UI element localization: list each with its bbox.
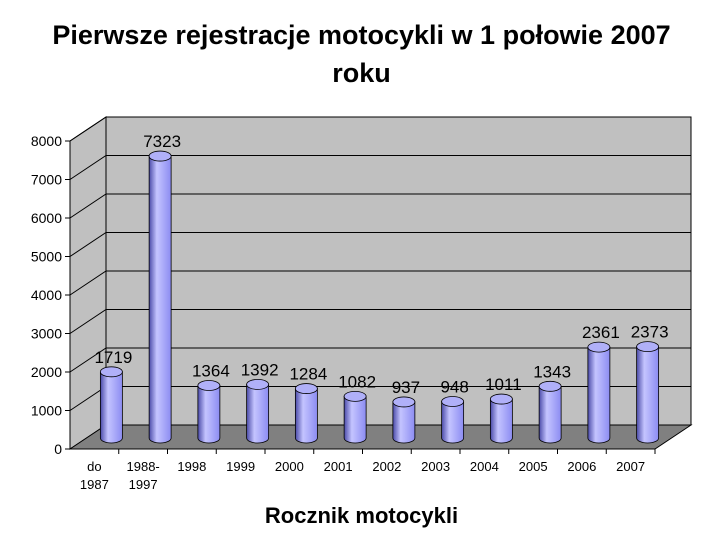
gridline [69,270,691,296]
data-label: 7323 [143,132,181,151]
bar-body [99,371,123,444]
bar-body [587,346,611,444]
bar-top [489,393,513,405]
x-tick-label: 2004 [470,459,499,474]
y-tick-label: 5000 [31,249,62,265]
bar-top [587,341,611,353]
bar-body [246,384,270,444]
y-tick-label: 8000 [31,133,62,149]
data-label: 2361 [582,323,620,342]
x-tick-label: 2002 [372,459,401,474]
chart-title-line-1: Pierwsze rejestracje motocykli w 1 połow… [52,20,671,50]
data-label: 1082 [338,372,376,391]
bar-top [636,341,660,353]
bar [538,380,562,444]
chart-title-line-2: roku [332,58,391,88]
bar-body [441,401,465,444]
data-label: 1284 [289,365,327,384]
data-label: 1719 [94,348,132,367]
bar-top [343,390,367,402]
data-label: 937 [392,378,420,397]
bar-body [636,346,660,444]
y-tick-label: 2000 [31,364,62,380]
bar [99,366,123,444]
x-tick-label: 2001 [324,459,353,474]
bar [587,341,611,444]
x-tick-label: do [87,459,101,474]
y-tick-label: 0 [54,441,62,457]
y-tick-label: 3000 [31,326,62,342]
data-label: 1343 [533,362,571,381]
data-label: 2373 [631,323,669,342]
bar-top [441,396,465,407]
bar-top [246,379,270,390]
bar [441,396,465,444]
bar [246,379,270,444]
gridline [69,347,691,373]
y-tick-label: 4000 [31,287,62,303]
x-tick-label: 2007 [616,459,645,474]
bar-top [197,380,221,391]
y-tick-label: 7000 [31,172,62,188]
bar-top [538,380,562,392]
x-tick-label: 2000 [275,459,304,474]
data-label: 1392 [241,360,279,379]
gridline [69,193,691,219]
bar-body [343,395,367,444]
y-tick-label: 1000 [31,403,62,419]
bar [636,341,660,444]
bar [294,383,318,444]
data-label: 948 [440,378,468,397]
x-axis-label: Rocznik motocykli [264,503,459,528]
bar [392,396,416,444]
x-tick-label: 2005 [519,459,548,474]
bar [489,393,513,444]
bar-body [197,385,221,444]
gridline [69,155,691,180]
gridline [69,232,691,257]
bar [343,390,367,444]
bar [148,150,172,444]
x-tick-label: 2003 [421,459,450,474]
bar-body [489,398,513,444]
gridline [69,309,691,334]
bar [197,380,221,444]
x-tick-label: 1997 [129,477,158,492]
data-label: 1011 [485,375,522,394]
bar-body [538,385,562,444]
y-tick-label: 6000 [31,210,62,226]
bar-body [294,388,318,444]
bar-top [148,150,172,162]
bar-body [148,155,172,444]
bar-top [99,366,123,378]
x-tick-label: 1999 [226,459,255,474]
gridline [69,116,691,142]
x-tick-label: 1987 [80,477,109,492]
x-tick-label: 1998 [177,459,206,474]
x-tick-label: 2006 [567,459,596,474]
x-tick-label: 1988- [127,459,160,474]
bar-top [392,396,416,408]
data-label: 1364 [192,361,230,380]
bar-body [392,401,416,444]
bar-top [294,383,318,394]
